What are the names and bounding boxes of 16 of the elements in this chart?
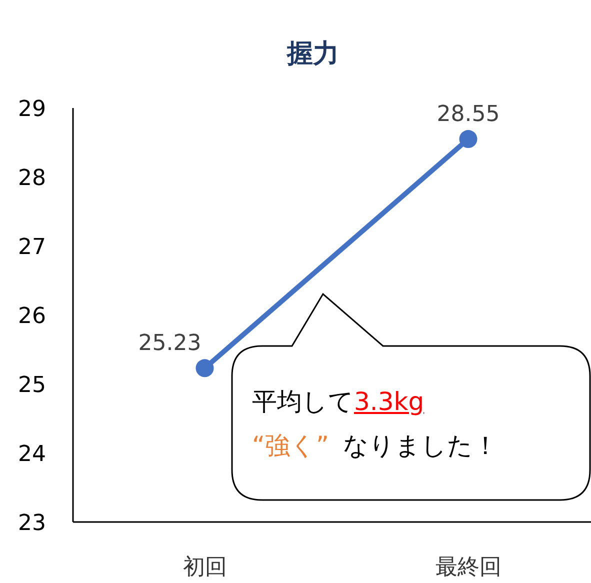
y-tick-label: 25 [18,373,46,398]
x-tick-label: 最終回 [435,555,502,580]
y-tick-label: 28 [18,166,46,191]
annotation: “強く” [252,431,329,460]
data-label: 25.23 [138,331,202,356]
y-tick-label: 29 [18,97,46,122]
y-tick-label: 27 [18,235,46,260]
annotation: 3.3kg [354,387,424,416]
y-tick-label: 23 [18,511,46,536]
y-tick-label: 24 [18,442,46,467]
chart-title: 握力 [286,39,339,69]
annotation: なりました！ [342,431,498,460]
x-tick-label: 初回 [182,555,227,580]
annotation: 平均して [252,387,354,416]
y-tick-label: 26 [18,304,46,329]
data-label: 28.55 [436,102,500,128]
